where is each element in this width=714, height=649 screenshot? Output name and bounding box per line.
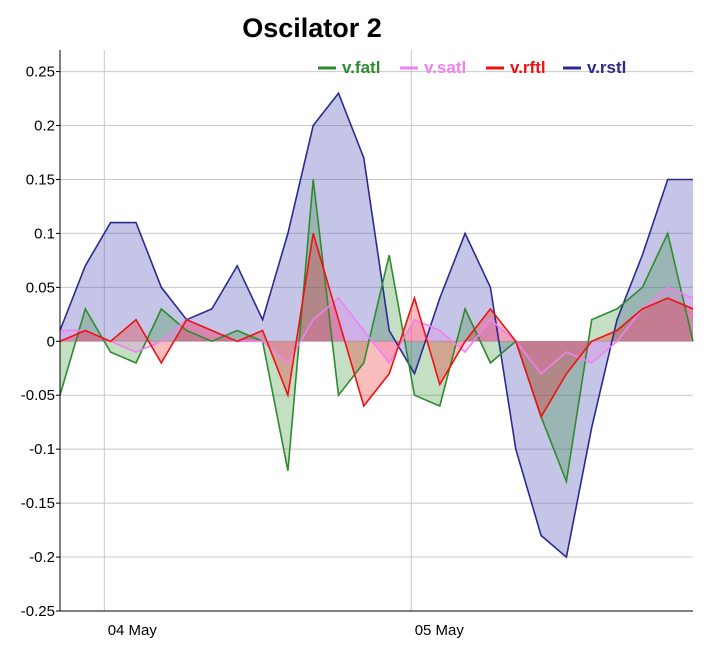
series-area-v.satl — [60, 287, 693, 374]
legend-label: v.rftl — [510, 58, 546, 77]
y-tick-label: 0.05 — [26, 279, 55, 296]
y-tick-label: -0.2 — [29, 549, 55, 566]
y-tick-label: 0.15 — [26, 171, 55, 188]
legend-label: v.rstl — [587, 58, 626, 77]
y-tick-label: -0.05 — [21, 387, 55, 404]
y-tick-label: 0.2 — [34, 118, 55, 135]
legend-label: v.fatl — [342, 58, 380, 77]
axes — [59, 50, 693, 612]
series-line-v.rstl — [59, 91, 693, 559]
series-areas — [60, 93, 693, 558]
x-tick-label: 04 May — [108, 622, 158, 639]
series-line-v.satl — [60, 286, 694, 375]
y-tick-label: -0.1 — [29, 441, 55, 458]
y-tick-label: 0.1 — [34, 225, 55, 242]
x-tick-labels: 04 May 05 May — [108, 622, 465, 639]
series-line-v.rftl — [59, 233, 694, 419]
x-tick-label: 05 May — [415, 622, 465, 639]
y-tick-label: -0.15 — [21, 495, 55, 512]
series-area-v.rstl — [60, 93, 693, 558]
y-tick-labels: 0.25 0.2 0.15 0.1 0.05 0 -0.05 -0.1 -0.15 -0.2 -0.… — [21, 64, 60, 620]
y-tick-label: 0.25 — [26, 64, 55, 81]
y-tick-label: 0 — [47, 333, 55, 350]
legend: v.fatl v.satl v.rftl v.rstl — [318, 58, 626, 77]
series-area-v.rftl — [60, 233, 693, 417]
y-tick-label: -0.25 — [21, 603, 55, 620]
series-area-v.fatl — [60, 179, 693, 482]
legend-label: v.satl — [424, 58, 466, 77]
chart-title: Oscilator 2 — [242, 13, 382, 43]
series-lines — [59, 91, 694, 559]
